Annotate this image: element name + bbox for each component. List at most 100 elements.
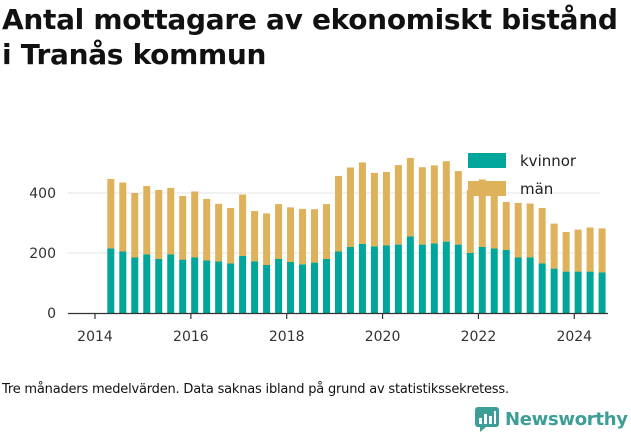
bar-man xyxy=(370,172,378,247)
bar-man xyxy=(107,178,115,249)
axes: 0 200 400 2014 2016 2018 2020 2022 2024 xyxy=(29,186,608,345)
bar-man xyxy=(418,167,426,245)
bar-kvinnor xyxy=(263,265,271,313)
bar-kvinnor xyxy=(478,247,486,313)
bar-kvinnor xyxy=(119,251,127,313)
bar-kvinnor xyxy=(251,261,259,313)
bar-kvinnor xyxy=(346,247,354,313)
bar-man xyxy=(203,199,211,261)
bar-kvinnor xyxy=(418,244,426,313)
bar-man xyxy=(131,193,139,258)
x-tick-label: 2016 xyxy=(173,329,209,345)
bar-kvinnor xyxy=(550,268,558,313)
bar-man xyxy=(442,161,450,242)
legend-swatch-kvinnor xyxy=(468,153,506,168)
bar-kvinnor xyxy=(227,263,235,313)
bar-kvinnor xyxy=(275,259,283,313)
bar-man xyxy=(430,165,438,244)
bar-man xyxy=(322,204,330,259)
x-tick-label: 2014 xyxy=(77,329,113,345)
bar-kvinnor xyxy=(394,244,402,313)
bar-man xyxy=(239,194,247,256)
bar-man xyxy=(119,182,127,252)
bar-kvinnor xyxy=(598,272,606,313)
x-tick-label: 2018 xyxy=(269,329,305,345)
bar-man xyxy=(394,165,402,245)
bar-kvinnor xyxy=(203,260,211,313)
bar-man xyxy=(562,232,570,272)
bar-man xyxy=(263,213,271,265)
y-tick-label: 200 xyxy=(29,246,56,262)
legend: kvinnor män xyxy=(468,152,577,198)
bar-kvinnor xyxy=(311,262,319,313)
bar-man xyxy=(586,227,594,272)
bar-man xyxy=(167,187,175,255)
bar-kvinnor xyxy=(526,257,534,313)
bar-kvinnor xyxy=(155,259,163,313)
bar-man xyxy=(538,208,546,264)
chart-title: Antal mottagare av ekonomiskt bistånd i … xyxy=(2,3,618,71)
x-tick-label: 2020 xyxy=(365,329,401,345)
bar-kvinnor xyxy=(502,250,510,313)
bar-kvinnor xyxy=(239,256,247,313)
bar-man xyxy=(454,171,462,245)
bar-kvinnor xyxy=(358,244,366,313)
chart-note: Tre månaders medelvärden. Data saknas ib… xyxy=(2,382,509,397)
bar-man xyxy=(358,162,366,244)
bar-kvinnor xyxy=(370,246,378,313)
bar-man xyxy=(227,208,235,264)
bar-man xyxy=(598,228,606,273)
bar-man xyxy=(466,190,474,253)
bar-kvinnor xyxy=(406,236,414,313)
newsworthy-logo: Newsworthy xyxy=(474,406,628,432)
bar-man xyxy=(550,223,558,269)
bar-kvinnor xyxy=(586,271,594,313)
bar-kvinnor xyxy=(215,261,223,313)
bar-man xyxy=(251,211,259,262)
bar-kvinnor xyxy=(454,244,462,313)
legend-label-man: män xyxy=(520,180,553,198)
bar-kvinnor xyxy=(466,253,474,313)
bar-man xyxy=(346,167,354,247)
bar-man xyxy=(155,190,163,259)
bars xyxy=(107,157,606,313)
bar-man xyxy=(191,191,199,258)
bar-kvinnor xyxy=(442,241,450,313)
bar-kvinnor xyxy=(167,254,175,313)
bar-kvinnor xyxy=(490,248,498,313)
bar-kvinnor xyxy=(574,271,582,313)
bar-kvinnor xyxy=(143,254,151,313)
bar-man xyxy=(275,204,283,259)
bar-kvinnor xyxy=(131,257,139,313)
x-tick-label: 2024 xyxy=(556,329,592,345)
bar-kvinnor xyxy=(538,263,546,313)
bar-man xyxy=(574,229,582,272)
bar-kvinnor xyxy=(334,251,342,313)
legend-swatch-man xyxy=(468,181,506,196)
bar-man xyxy=(311,209,319,263)
bar-kvinnor xyxy=(191,257,199,313)
bar-man xyxy=(143,186,151,255)
bar-man xyxy=(406,157,414,237)
bar-kvinnor xyxy=(430,243,438,313)
newsworthy-logo-icon xyxy=(475,407,499,432)
bar-man xyxy=(502,202,510,250)
bar-man xyxy=(514,202,522,258)
bar-kvinnor xyxy=(299,264,307,313)
y-tick-label: 400 xyxy=(29,186,56,202)
bar-man xyxy=(382,172,390,246)
legend-label-kvinnor: kvinnor xyxy=(520,152,577,170)
bar-kvinnor xyxy=(562,271,570,313)
bar-man xyxy=(478,179,486,247)
y-tick-label: 0 xyxy=(47,306,56,322)
bar-man xyxy=(334,175,342,252)
bar-man xyxy=(526,203,534,258)
bar-kvinnor xyxy=(107,248,115,313)
bar-man xyxy=(215,203,223,262)
newsworthy-logo-text: Newsworthy xyxy=(505,408,628,430)
bar-kvinnor xyxy=(287,262,295,313)
x-tick-label: 2022 xyxy=(461,329,497,345)
bar-man xyxy=(287,207,295,262)
bar-kvinnor xyxy=(179,259,187,313)
bar-man xyxy=(299,208,307,265)
